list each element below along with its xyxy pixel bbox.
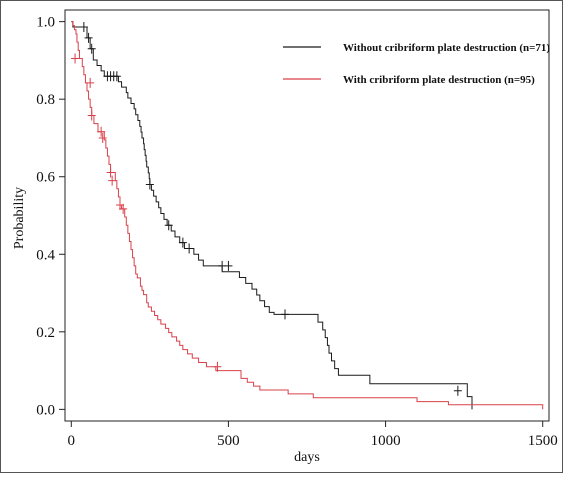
censor-mark [71,53,80,64]
series-lines [71,21,544,410]
censor-mark [87,110,96,121]
censor-mark [164,220,173,231]
censor-mark [224,260,233,271]
x-tick-label: 1000 [371,433,401,449]
censor-mark [453,385,462,396]
series-without-destruction [71,21,473,410]
y-tick-label: 0.4 [36,247,55,263]
y-tick-label: 0.0 [36,402,55,418]
censor-mark [79,22,88,33]
censor-mark [119,203,128,214]
y-tick-label: 0.8 [36,92,55,108]
censor-mark [84,32,93,43]
y-tick-label: 0.6 [36,170,55,186]
censor-mark [98,132,107,143]
series-line [71,21,473,410]
censor-mark [86,77,95,88]
legend-label: With cribriform plate destruction (n=95) [343,74,535,86]
axes: 0 500 1000 1500 0.0 0.2 0.4 0.6 0.8 1.0 [36,9,558,449]
censor-mark [281,309,289,320]
censor-mark [97,126,106,137]
series-with-destruction [71,21,544,410]
legend-label: Without cribriform plate destruction (n=… [343,42,550,54]
x-axis-label: days [294,450,320,465]
x-tick-label: 0 [68,433,76,449]
censor-mark [178,237,187,248]
x-tick-label: 500 [217,433,240,449]
censor-mark [87,43,96,54]
y-axis-label: Probability [12,187,27,249]
y-tick-label: 1.0 [36,15,55,31]
censor-mark [145,179,154,190]
censor-mark [108,175,117,186]
x-tick-label: 1500 [528,433,558,449]
censor-mark [185,243,194,254]
y-tick-label: 0.2 [36,325,55,341]
censor-mark [112,71,121,82]
censor-mark [213,361,222,372]
censor-mark [106,167,115,178]
series-line [71,21,544,410]
legend: Without cribriform plate destruction (n=… [283,42,550,86]
plot-box [64,9,550,422]
